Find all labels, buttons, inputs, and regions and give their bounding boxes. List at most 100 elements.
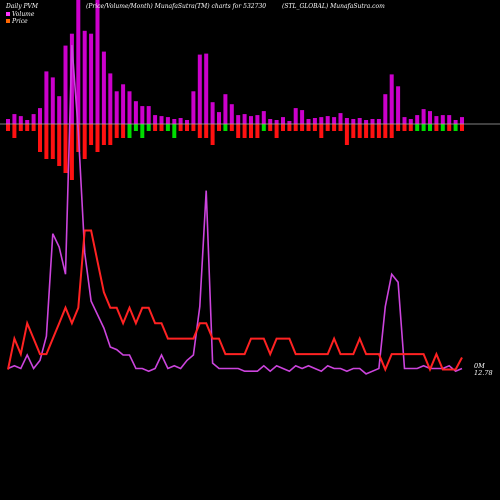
volume-bar (38, 108, 42, 124)
volume-bar (389, 74, 394, 124)
volume-bar (159, 116, 164, 124)
change-bar (44, 124, 49, 159)
change-bar (133, 124, 138, 131)
change-bar (306, 124, 311, 131)
change-bar (396, 124, 401, 131)
volume-bar (306, 119, 311, 124)
volume-bar (210, 102, 215, 124)
volume-bar (95, 0, 100, 124)
volume-bar (50, 77, 55, 124)
volume-bar (383, 94, 388, 124)
volume-bar (408, 119, 413, 124)
change-bar (447, 124, 452, 131)
change-bar (25, 124, 30, 131)
volume-bar (261, 111, 266, 124)
volume-bar (364, 120, 369, 124)
volume-bar (229, 104, 234, 124)
change-bar (63, 124, 68, 173)
price-line (7, 229, 463, 373)
volume-bar (440, 115, 445, 124)
volume-bar (12, 114, 17, 124)
volume-bar (18, 116, 23, 124)
volume-bar (191, 91, 196, 124)
change-bar (319, 124, 324, 138)
volume-bar (332, 117, 337, 124)
change-bar (370, 124, 375, 138)
volume-bar (242, 114, 247, 124)
volume-bar (319, 117, 324, 124)
change-bar (95, 124, 100, 152)
change-bar (38, 124, 42, 152)
change-bar (69, 124, 74, 180)
change-bar (121, 124, 126, 138)
volume-bar (121, 84, 126, 124)
change-bar (312, 124, 317, 131)
change-bar (197, 124, 202, 138)
change-bar (376, 124, 381, 138)
change-bar (364, 124, 369, 138)
price-legend-swatch (6, 19, 10, 23)
volume-bar (127, 91, 132, 124)
volume-bar (281, 117, 285, 124)
change-bar (281, 124, 285, 131)
volume-bar (31, 114, 36, 124)
change-bar (402, 124, 407, 131)
volume-bar (434, 116, 439, 124)
volume-bar (6, 119, 10, 124)
change-bar (268, 124, 273, 131)
change-bar (383, 124, 388, 138)
change-bar (108, 124, 113, 145)
change-bar (114, 124, 119, 138)
change-bars (6, 124, 464, 180)
change-bar (229, 124, 234, 131)
volume-bar (274, 120, 279, 124)
volume-bar (376, 119, 381, 124)
change-bar (357, 124, 362, 138)
volume-bar (204, 53, 209, 124)
volume-bar (287, 121, 292, 124)
volume-bars (6, 0, 464, 125)
change-bar (101, 124, 106, 145)
price-end-label: 12.78 (474, 369, 493, 377)
change-bar (165, 124, 170, 131)
change-bar (300, 124, 305, 131)
change-bar (31, 124, 36, 131)
change-bar (50, 124, 55, 159)
volume-bar (268, 119, 273, 124)
price-legend-label: Price (11, 18, 28, 25)
change-bar (140, 124, 145, 138)
change-bar (325, 124, 330, 131)
change-bar (191, 124, 196, 131)
volume-bar (370, 119, 375, 124)
volume-end-label: 0M (474, 362, 485, 370)
change-bar (415, 124, 420, 131)
volume-bar (351, 119, 356, 124)
change-bar (242, 124, 247, 138)
volume-bar (57, 96, 62, 124)
volume-bar (344, 118, 349, 124)
volume-bar (140, 106, 145, 124)
change-bar (389, 124, 394, 138)
volume-bar (312, 118, 317, 124)
change-bar (408, 124, 413, 131)
volume-bar (185, 120, 189, 124)
volume-line (7, 44, 463, 375)
volume-bar (153, 115, 158, 124)
change-bar (249, 124, 253, 138)
change-bar (274, 124, 279, 138)
change-bar (159, 124, 164, 131)
change-bar (287, 124, 292, 131)
volume-bar (300, 110, 305, 124)
volume-bar (447, 115, 452, 124)
volume-bar (421, 109, 426, 124)
change-bar (82, 124, 87, 159)
change-bar (172, 124, 177, 138)
volume-bar (63, 45, 68, 124)
change-bar (428, 124, 432, 131)
header-center: (Price/Volume/Month) MunafaSutra(TM) cha… (86, 3, 266, 10)
change-bar (344, 124, 349, 145)
volume-bar (101, 51, 106, 124)
volume-bar (69, 33, 74, 125)
change-bar (440, 124, 445, 131)
